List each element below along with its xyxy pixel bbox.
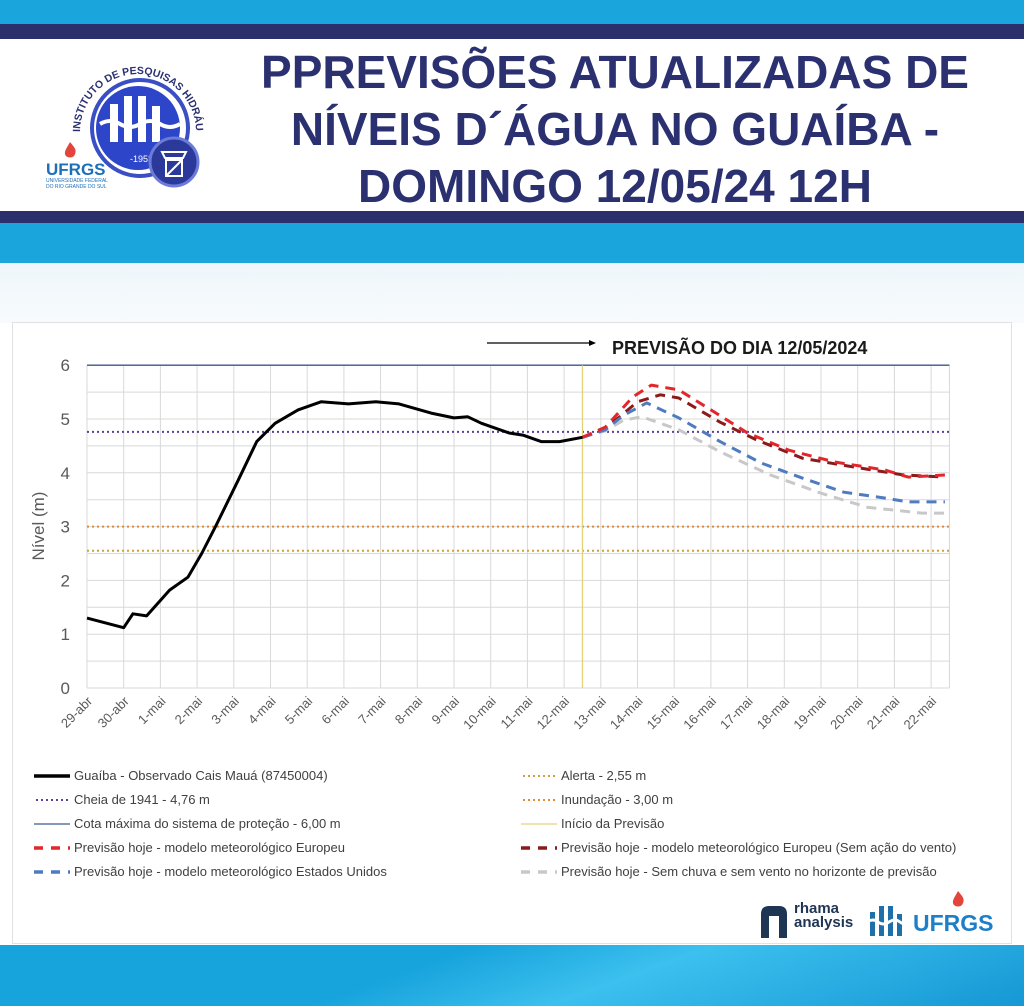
y-tick-label: 2 <box>61 571 70 590</box>
x-tick-label: 9-mai <box>429 693 463 727</box>
footer-logos: rhama analysis UFRGS <box>755 891 1005 942</box>
legend-item: Inundação - 3,00 m <box>523 791 674 809</box>
rhama-line-2: analysis <box>794 914 854 931</box>
legend-symbol <box>523 799 557 801</box>
background-fade <box>0 263 1024 323</box>
y-tick-label: 4 <box>61 464 70 483</box>
x-tick-label: 15-mai <box>644 693 683 732</box>
x-tick-label: 2-mai <box>172 693 206 727</box>
x-tick-label: 14-mai <box>607 693 646 732</box>
legend-item: Início da Previsão <box>521 815 665 833</box>
iph-year: -1953 <box>130 154 153 164</box>
x-tick-label: 17-mai <box>717 693 756 732</box>
legend-symbol <box>521 846 557 850</box>
series-line <box>86 400 583 630</box>
legend-label: Previsão hoje - modelo meteorológico Eur… <box>74 840 345 855</box>
x-tick-label: 1-mai <box>135 693 169 727</box>
mid-cyan-band <box>0 223 1024 263</box>
legend-item: Cheia de 1941 - 4,76 m <box>36 791 210 809</box>
y-tick-label: 5 <box>61 410 70 429</box>
legend-label: Início da Previsão <box>561 816 665 831</box>
legend-symbol <box>521 823 557 825</box>
title-line-2: NÍVEIS D´ÁGUA NO GUAÍBA - <box>290 103 940 155</box>
y-tick-label: 0 <box>61 679 70 698</box>
legend-symbol <box>36 799 70 801</box>
legend-item: Alerta - 2,55 m <box>523 767 647 785</box>
reference-lines <box>87 364 950 688</box>
series-line <box>582 401 945 504</box>
y-tick-label: 6 <box>61 356 70 375</box>
x-tick-label: 5-mai <box>282 693 316 727</box>
top-navy-stripe <box>0 24 1024 39</box>
iph-logo: INSTITUTO DE PESQUISAS HIDRÁULICAS -1953 <box>60 44 205 188</box>
series-line <box>582 415 945 515</box>
series-line <box>581 393 945 479</box>
legend-label: Previsão hoje - Sem chuva e sem vento no… <box>561 864 937 879</box>
chart-panel <box>12 322 1012 944</box>
legend-label: Previsão hoje - modelo meteorológico Eur… <box>561 840 957 855</box>
x-tick-label: 10-mai <box>460 693 499 732</box>
annotation-arrowhead <box>589 340 596 346</box>
x-tick-label: 20-mai <box>827 693 866 732</box>
legend-item: Previsão hoje - modelo meteorológico Eur… <box>521 839 957 857</box>
ufrgs-logo-text: UFRGS <box>46 160 106 179</box>
legend-label: Inundação - 3,00 m <box>561 792 674 807</box>
legend-label: Cheia de 1941 - 4,76 m <box>74 792 210 807</box>
legend-label: Previsão hoje - modelo meteorológico Est… <box>74 864 387 879</box>
legend-symbol <box>34 870 70 874</box>
x-tick-label: 3-mai <box>208 693 242 727</box>
x-tick-label: 12-mai <box>534 693 573 732</box>
x-tick-label: 13-mai <box>570 693 609 732</box>
legend-item: Cota máxima do sistema de proteção - 6,0… <box>34 815 341 833</box>
x-tick-label: 30-abr <box>95 693 133 731</box>
legend-item: Guaíba - Observado Cais Mauá (87450004) <box>34 767 328 785</box>
x-tick-label: 6-mai <box>318 693 352 727</box>
x-tick-label: 11-mai <box>497 693 535 731</box>
x-tick-label: 4-mai <box>245 693 279 727</box>
legend-label: Cota máxima do sistema de proteção - 6,0… <box>74 816 341 831</box>
ufrgs-flame-small-icon <box>952 891 964 907</box>
iph-small-logo-icon <box>867 906 911 936</box>
x-tick-labels: 29-abr 30-abr 1-mai 2-mai 3-mai 4-mai 5-mai 6-m… <box>58 693 939 732</box>
annotation-text: PREVISÃO DO DIA 12/05/2024 <box>612 337 867 358</box>
title-line-1: PPREVISÕES ATUALIZADAS DE <box>261 46 969 98</box>
series-line <box>581 383 945 479</box>
legend-label: Guaíba - Observado Cais Mauá (87450004) <box>74 768 328 783</box>
legend-item: Previsão hoje - Sem chuva e sem vento no… <box>521 863 937 881</box>
legend-item: Previsão hoje - modelo meteorológico Est… <box>34 863 387 881</box>
bottom-cyan-band <box>0 945 1024 1006</box>
rhama-line-1: rhama <box>794 900 840 917</box>
x-tick-label: 21-mai <box>864 693 903 732</box>
rhama-logo-icon <box>761 906 787 938</box>
x-tick-label: 18-mai <box>754 693 793 732</box>
x-tick-label: 19-mai <box>790 693 829 732</box>
top-cyan-band <box>0 0 1024 24</box>
legend-label: Alerta - 2,55 m <box>561 768 647 783</box>
legend-symbol <box>521 870 557 874</box>
title-line-3: DOMINGO 12/05/24 12H <box>358 160 872 212</box>
ufrgs-logo-subtitle: UNIVERSIDADE FEDERAL DO RIO GRANDE DO SU… <box>46 178 108 190</box>
x-tick-label: 16-mai <box>680 693 719 732</box>
legend-item: Previsão hoje - modelo meteorológico Eur… <box>34 839 345 857</box>
y-tick-label: 3 <box>61 518 70 537</box>
y-tick-labels: 0 1 2 3 4 5 6 <box>61 356 70 698</box>
series-lines <box>86 383 945 630</box>
y-tick-label: 1 <box>61 625 70 644</box>
water-level-chart: 0 1 2 3 4 5 6 29-abr 30-abr 1-mai 2-mai 3-mai 4-mai… <box>29 337 950 732</box>
ufrgs-flame-icon <box>64 142 76 158</box>
rhama-logo-text: rhama analysis <box>794 900 854 931</box>
header-navy-stripe <box>0 211 1024 223</box>
ufrgs-footer-logo-text: UFRGS <box>913 910 994 936</box>
x-tick-label: 22-mai <box>901 693 940 732</box>
x-tick-label: 29-abr <box>58 693 96 731</box>
page-title: PPREVISÕES ATUALIZADAS DE NÍVEIS D´ÁGUA … <box>220 44 1010 215</box>
legend-symbol <box>34 846 70 850</box>
legend-symbol <box>523 775 557 777</box>
x-tick-label: 8-mai <box>392 693 426 727</box>
legend-symbol <box>34 823 70 825</box>
y-axis-label: Nível (m) <box>29 492 48 561</box>
legend-symbol <box>34 774 70 778</box>
x-tick-label: 7-mai <box>355 693 389 727</box>
